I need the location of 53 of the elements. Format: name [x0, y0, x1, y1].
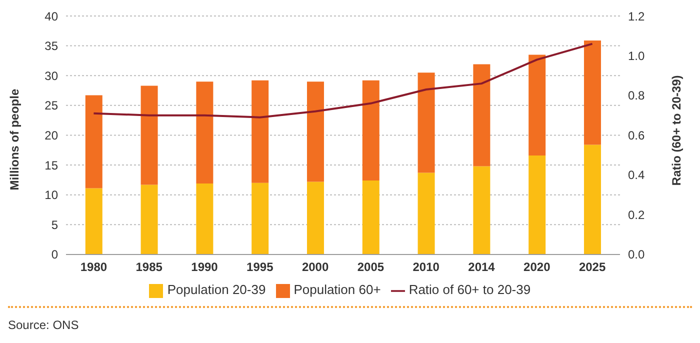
bar [140, 86, 158, 185]
bar [196, 184, 214, 254]
y-axis-title: Millions of people [7, 88, 22, 190]
bar [306, 182, 324, 254]
y2-tick-label: 1.0 [628, 49, 646, 63]
bar [306, 82, 324, 182]
bar [584, 144, 601, 254]
bar [140, 184, 158, 254]
bar [528, 54, 546, 156]
bar [196, 82, 214, 184]
bar [252, 182, 269, 254]
bar [473, 64, 490, 166]
y-tick-label: 10 [44, 188, 58, 202]
bar [418, 72, 435, 173]
legend-label: Population 20-39 [167, 282, 266, 298]
y2-tick-label: 0.4 [628, 168, 646, 182]
x-tick-label: 2020 [524, 260, 551, 274]
bar [528, 155, 546, 254]
y2-tick-label: 0.6 [628, 128, 646, 142]
y-tick-label: 25 [44, 98, 58, 113]
y2-tick-label: 0.2 [628, 208, 646, 222]
x-tick-label: 1995 [246, 260, 274, 274]
bar [85, 95, 102, 188]
x-tick-label: 2000 [302, 260, 329, 274]
y2-tick-label: 1.2 [628, 9, 646, 24]
bar [252, 80, 269, 183]
bar [473, 166, 490, 254]
y-tick-label: 40 [44, 9, 58, 24]
y-tick-label: 20 [44, 128, 58, 142]
y2-tick-label: 0.0 [628, 248, 646, 262]
y2-axis-title: Ratio (60+ to 20-39) [669, 75, 684, 186]
y2-tick-label: 0.8 [628, 88, 646, 103]
bar [362, 80, 380, 181]
y-tick-label: 0 [51, 248, 58, 262]
source-note: Source: ONS [8, 318, 80, 332]
legend-label: Ratio of 60+ to 20-39 [408, 282, 531, 298]
y-tick-label: 35 [44, 39, 58, 54]
legend-label: Population 60+ [294, 282, 381, 298]
bar [362, 180, 380, 254]
bar [584, 40, 601, 145]
line-series [92, 42, 594, 118]
x-tick-label: 1990 [191, 260, 218, 274]
x-tick-label: 1980 [80, 260, 108, 274]
x-tick-label: 2025 [578, 260, 606, 274]
bar [85, 188, 102, 254]
x-tick-label: 2010 [412, 260, 440, 274]
bar [418, 172, 435, 254]
y-tick-label: 30 [44, 68, 58, 83]
x-tick-label: 1985 [136, 260, 163, 274]
y-tick-label: 15 [44, 158, 58, 172]
x-tick-label: 2005 [357, 260, 384, 274]
x-tick-label: 2014 [468, 260, 496, 274]
y-tick-label: 5 [51, 218, 58, 232]
